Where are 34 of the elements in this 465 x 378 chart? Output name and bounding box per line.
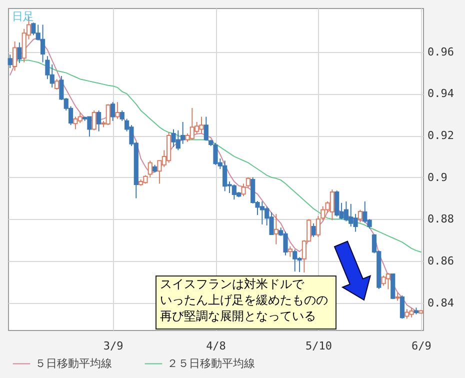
annotation: いったん上げ足を緩めたものの [160,293,328,307]
candlestick [110,102,116,122]
legend-label: ２５日移動平均線 [167,356,255,370]
y-tick-label: 0.94 [428,87,454,100]
candlestick [17,42,22,64]
candlestick [92,110,96,131]
y-tick-label: 0.96 [428,45,454,58]
candlestick [311,222,316,238]
annotation: スイスフランは対米ドルで [160,277,305,291]
y-tick-label: 0.9 [428,170,448,184]
candlestick [204,116,208,142]
x-tick-label: 6/9 [411,340,432,352]
candlestick [8,54,12,69]
candlestick [54,78,60,90]
candlestick [386,272,391,290]
candlestick [358,209,363,223]
y-tick-label: 0.92 [428,129,454,142]
x-tick-label: 4/8 [206,340,226,352]
candlestick [400,295,405,320]
candlestick [12,40,18,72]
annotation: 日足 [12,10,34,23]
candlestick [288,246,292,258]
x-tick-label: 3/9 [103,340,124,352]
y-tick-label: 0.88 [428,212,454,226]
candlestick [115,102,120,120]
annotation: 再び堅調な展開となっている [160,309,316,323]
candlestick [316,216,320,238]
legend-label: ５日移動平均線 [35,356,112,370]
candlestick [96,110,102,132]
x-tick-label: 5/10 [305,340,332,352]
y-tick-label: 0.86 [428,254,454,268]
candlestick [274,213,278,245]
candlestick [120,110,124,122]
y-tick-label: 0.84 [428,296,454,310]
